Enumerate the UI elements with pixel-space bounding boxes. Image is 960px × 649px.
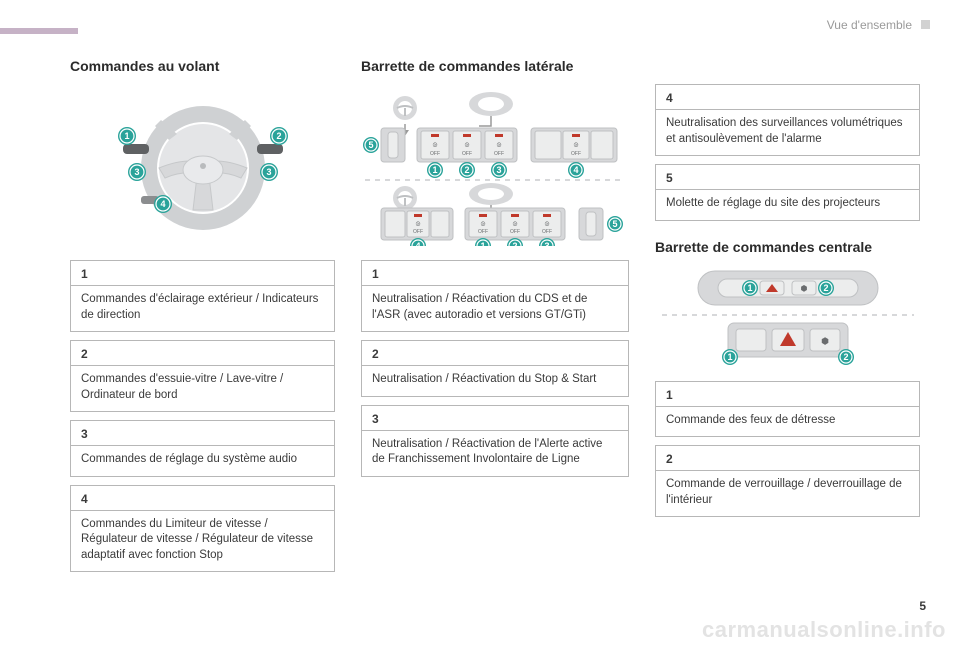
item-body: Neutralisation / Réactivation du Stop & …	[362, 366, 628, 396]
svg-text:4: 4	[160, 199, 165, 209]
item-number: 5	[656, 165, 919, 190]
badge-5-top: 5	[363, 137, 379, 153]
watermark: carmanualsonline.info	[702, 617, 946, 643]
col2-item-3: 3 Neutralisation / Réactivation de l'Ale…	[361, 405, 629, 477]
badge-3l: 3	[128, 163, 146, 181]
svg-text:OFF: OFF	[510, 229, 520, 235]
svg-text:5: 5	[368, 140, 373, 150]
item-body: Commande des feux de détresse	[656, 407, 919, 437]
svg-text:2: 2	[823, 283, 828, 293]
item-number: 2	[362, 341, 628, 366]
item-number: 1	[362, 261, 628, 286]
item-number: 4	[656, 85, 919, 110]
header-square-icon	[921, 20, 930, 29]
column-central-switches: 4 Neutralisation des surveillances volum…	[655, 58, 920, 580]
svg-text:⧁: ⧁	[481, 221, 486, 228]
badge-2-top: 2	[459, 162, 475, 178]
column-side-switches: Barrette de commandes latérale	[361, 58, 629, 580]
badge-2: 2	[270, 127, 288, 145]
accent-bar	[0, 28, 78, 34]
item-number: 3	[362, 406, 628, 431]
figure-steering-wheel: 1 2 3 3 4	[70, 86, 335, 246]
page-number: 5	[919, 599, 926, 613]
svg-text:3: 3	[266, 167, 271, 177]
svg-text:4: 4	[573, 165, 578, 175]
svg-text:1: 1	[747, 283, 752, 293]
svg-text:3: 3	[134, 167, 139, 177]
col1-item-1: 1 Commandes d'éclairage extérieur / Indi…	[70, 260, 335, 332]
item-number: 1	[656, 382, 919, 407]
col1-item-3: 3 Commandes de réglage du système audio	[70, 420, 335, 477]
svg-text:OFF: OFF	[413, 229, 423, 235]
col1-item-2: 2 Commandes d'essuie-vitre / Lave-vitre …	[70, 340, 335, 412]
item-body: Commandes d'essuie-vitre / Lave-vitre / …	[71, 366, 334, 411]
item-body: Molette de réglage du site des projecteu…	[656, 190, 919, 220]
svg-text:1: 1	[124, 131, 129, 141]
svg-text:⧁: ⧁	[497, 142, 502, 149]
svg-text:1: 1	[480, 241, 485, 246]
col3-item-1: 1 Commande des feux de détresse	[655, 381, 920, 438]
figure-side-switches: 5 ⧁ OFF	[361, 86, 629, 246]
item-body: Commandes de réglage du système audio	[71, 446, 334, 476]
item-number: 1	[71, 261, 334, 286]
svg-text:OFF: OFF	[478, 229, 488, 235]
svg-text:⧁: ⧁	[545, 221, 550, 228]
svg-text:1: 1	[727, 352, 732, 362]
badge-4-top: 4	[568, 162, 584, 178]
item-body: Neutralisation / Réactivation de l'Alert…	[362, 431, 628, 476]
badge-3-top: 3	[491, 162, 507, 178]
svg-text:⧁: ⧁	[574, 142, 579, 149]
col2-item-1: 1 Neutralisation / Réactivation du CDS e…	[361, 260, 629, 332]
badge-1-top: 1	[742, 280, 758, 296]
col3-title: Barrette de commandes centrale	[655, 239, 920, 255]
svg-text:⧁: ⧁	[465, 142, 470, 149]
badge-2-top: 2	[818, 280, 834, 296]
svg-text:⧁: ⧁	[433, 142, 438, 149]
item-number: 2	[71, 341, 334, 366]
svg-text:OFF: OFF	[494, 151, 504, 157]
badge-3r: 3	[260, 163, 278, 181]
item-number: 3	[71, 421, 334, 446]
svg-text:OFF: OFF	[462, 151, 472, 157]
figure-central-switches: ⬢ 1 2 ⬢ 1 2	[655, 267, 920, 367]
col1-item-4: 4 Commandes du Limiteur de vitesse / Rég…	[70, 485, 335, 573]
svg-text:OFF: OFF	[571, 151, 581, 157]
svg-text:3: 3	[496, 165, 501, 175]
badge-1-top: 1	[427, 162, 443, 178]
badge-5-bot: 5	[607, 216, 623, 232]
col3-item-2: 2 Commande de verrouillage / deverrouill…	[655, 445, 920, 517]
svg-text:OFF: OFF	[542, 229, 552, 235]
svg-text:3: 3	[544, 241, 549, 246]
badge-4: 4	[154, 195, 172, 213]
col2-title: Barrette de commandes latérale	[361, 58, 629, 74]
svg-text:⬢: ⬢	[800, 284, 807, 293]
item-body: Commandes du Limiteur de vitesse / Régul…	[71, 511, 334, 572]
col1-title: Commandes au volant	[70, 58, 335, 74]
section-title: Vue d'ensemble	[827, 18, 912, 32]
col3-item-4: 4 Neutralisation des surveillances volum…	[655, 84, 920, 156]
badge-2-bot: 2	[838, 349, 854, 365]
svg-text:4: 4	[415, 241, 420, 246]
svg-text:2: 2	[843, 352, 848, 362]
col3-item-5: 5 Molette de réglage du site des project…	[655, 164, 920, 221]
svg-text:OFF: OFF	[430, 151, 440, 157]
badge-1: 1	[118, 127, 136, 145]
item-number: 4	[71, 486, 334, 511]
svg-text:1: 1	[432, 165, 437, 175]
badge-1-bot: 1	[722, 349, 738, 365]
item-body: Neutralisation / Réactivation du CDS et …	[362, 286, 628, 331]
item-number: 2	[656, 446, 919, 471]
svg-text:⬢: ⬢	[821, 336, 829, 346]
item-body: Commande de verrouillage / deverrouillag…	[656, 471, 919, 516]
svg-text:⧁: ⧁	[416, 221, 421, 228]
col2-item-2: 2 Neutralisation / Réactivation du Stop …	[361, 340, 629, 397]
item-body: Neutralisation des surveillances volumét…	[656, 110, 919, 155]
svg-text:2: 2	[276, 131, 281, 141]
column-steering: Commandes au volant	[70, 58, 335, 580]
svg-text:⧁: ⧁	[513, 221, 518, 228]
svg-text:2: 2	[464, 165, 469, 175]
svg-text:2: 2	[512, 241, 517, 246]
svg-text:5: 5	[612, 219, 617, 229]
item-body: Commandes d'éclairage extérieur / Indica…	[71, 286, 334, 331]
